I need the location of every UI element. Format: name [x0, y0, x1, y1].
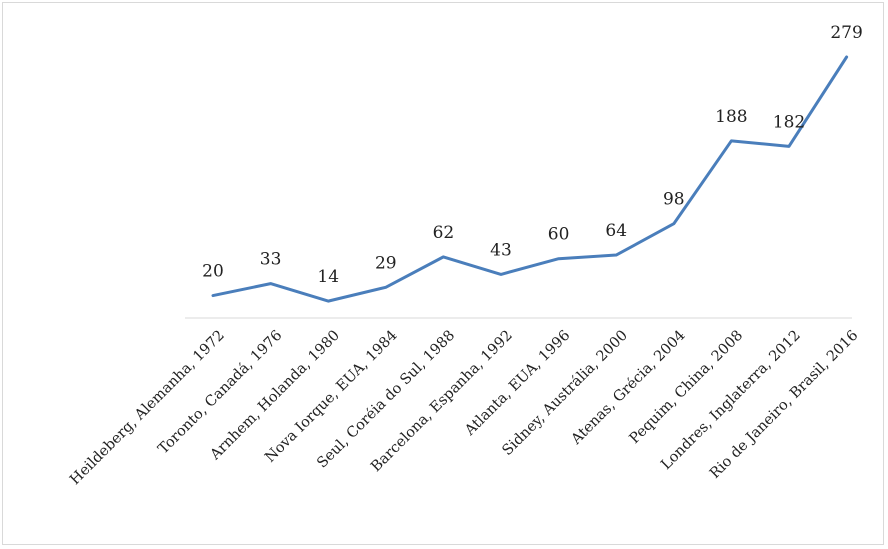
x-tick-label: Pequim, China, 2008	[627, 328, 747, 448]
data-label: 60	[548, 225, 570, 245]
x-tick-label: Atenas, Grécia, 2004	[568, 328, 689, 449]
data-label: 98	[663, 190, 685, 210]
data-label: 62	[433, 223, 455, 243]
data-label: 182	[773, 112, 805, 132]
data-label: 188	[715, 107, 747, 127]
data-label: 43	[490, 240, 512, 260]
data-label: 64	[605, 221, 627, 241]
data-label: 14	[317, 267, 339, 287]
data-label: 29	[375, 253, 397, 273]
series-line	[211, 55, 849, 303]
data-label: 33	[260, 250, 282, 270]
x-tick-label: Atlanta, EUA, 1996	[461, 328, 573, 440]
data-label: 20	[202, 262, 224, 282]
data-label: 279	[830, 23, 862, 43]
